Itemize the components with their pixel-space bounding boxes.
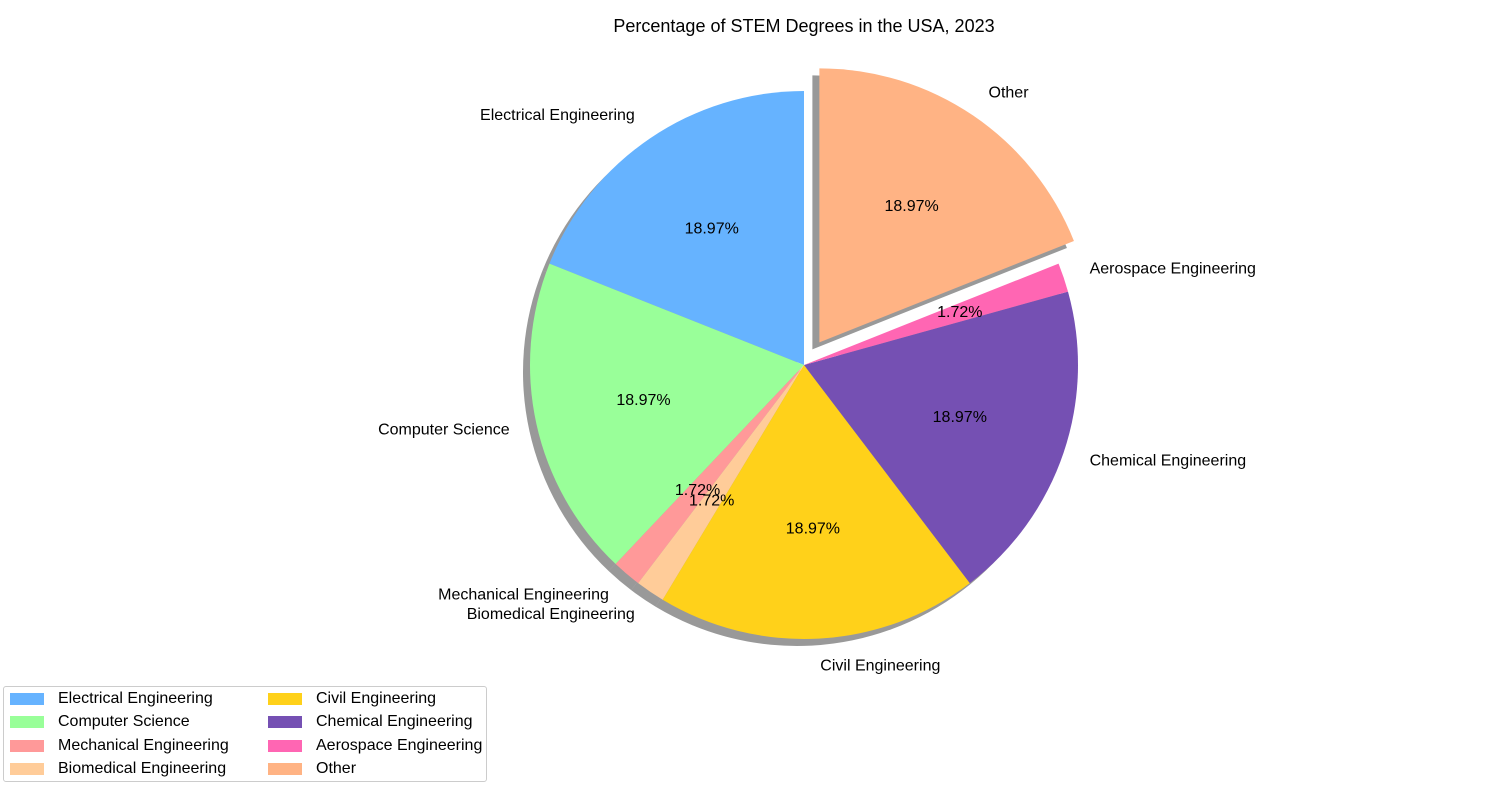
pie-labels: Electrical Engineering 18.97% Computer Sci… xyxy=(378,84,1256,674)
pct-label-other: 18.97% xyxy=(884,198,938,215)
legend-label: Civil Engineering xyxy=(316,690,437,707)
slice-chemical-engineering xyxy=(804,291,1078,584)
legend-item-electrical-engineering: Electrical Engineering xyxy=(10,689,213,709)
pct-label-biomedical-engineering: 1.72% xyxy=(689,493,734,510)
slice-other xyxy=(819,68,1074,343)
slice-label-chemical-engineering: Chemical Engineering xyxy=(1090,453,1247,470)
legend-label: Other xyxy=(316,759,357,777)
pct-label-civil-engineering: 18.97% xyxy=(786,521,840,538)
chart-title: Percentage of STEM Degrees in the USA, 2… xyxy=(613,16,994,36)
slice-label-biomedical-engineering: Biomedical Engineering xyxy=(467,606,635,623)
legend-swatch xyxy=(10,716,44,729)
chart-legend: Electrical Engineering Computer Science Me… xyxy=(3,686,487,782)
legend-label: Computer Science xyxy=(58,713,190,731)
legend-label: Chemical Engineering xyxy=(316,713,473,731)
legend-swatch xyxy=(10,693,44,705)
slice-aerospace-engineering xyxy=(804,263,1068,365)
slice-label-mechanical-engineering: Mechanical Engineering xyxy=(438,586,609,603)
slice-label-other: Other xyxy=(989,84,1030,101)
pie-slices xyxy=(529,68,1078,640)
legend-item-computer-science: Computer Science xyxy=(10,712,190,732)
pct-label-electrical-engineering: 18.97% xyxy=(685,220,739,237)
slice-mechanical-engineering xyxy=(615,365,804,584)
slice-electrical-engineering xyxy=(549,91,804,365)
legend-item-civil-engineering: Civil Engineering xyxy=(268,689,436,709)
pct-label-mechanical-engineering: 1.72% xyxy=(675,482,720,499)
pct-label-computer-science: 18.97% xyxy=(616,392,670,409)
pct-label-chemical-engineering: 18.97% xyxy=(933,409,987,426)
slice-biomedical-engineering xyxy=(638,365,804,600)
slice-label-aerospace-engineering: Aerospace Engineering xyxy=(1090,260,1256,277)
legend-swatch xyxy=(268,739,302,752)
legend-item-aerospace-engineering: Aerospace Engineering xyxy=(268,736,482,756)
legend-swatch xyxy=(268,716,302,729)
slice-civil-engineering xyxy=(662,365,970,640)
slice-label-civil-engineering: Civil Engineering xyxy=(820,658,940,675)
legend-item-chemical-engineering: Chemical Engineering xyxy=(268,712,473,732)
legend-item-mechanical-engineering: Mechanical Engineering xyxy=(10,736,229,756)
legend-swatch xyxy=(10,762,44,775)
legend-label: Electrical Engineering xyxy=(58,690,213,707)
legend-label: Mechanical Engineering xyxy=(58,736,229,754)
slice-computer-science xyxy=(529,263,804,564)
legend-swatch xyxy=(10,739,44,752)
legend-label: Aerospace Engineering xyxy=(316,736,483,754)
legend-swatch xyxy=(268,762,302,775)
legend-label: Biomedical Engineering xyxy=(58,759,227,777)
legend-item-other: Other xyxy=(268,759,356,779)
legend-swatch xyxy=(268,693,302,705)
pct-label-aerospace-engineering: 1.72% xyxy=(937,304,982,321)
legend-item-biomedical-engineering: Biomedical Engineering xyxy=(10,759,226,779)
slice-label-computer-science: Computer Science xyxy=(378,421,510,438)
slice-label-electrical-engineering: Electrical Engineering xyxy=(480,107,635,124)
